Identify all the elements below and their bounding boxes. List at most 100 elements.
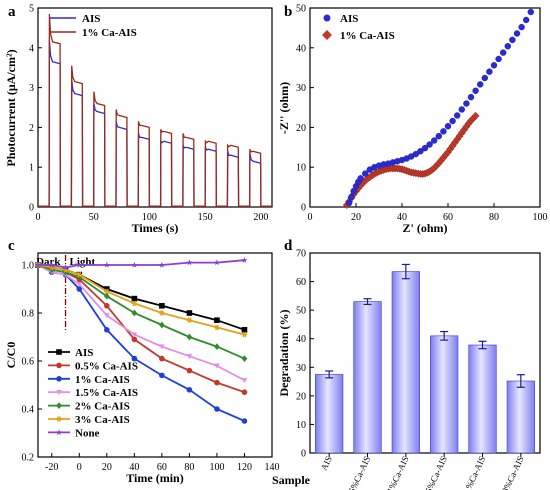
marker-star [34,261,42,268]
panel-a-frame [37,7,273,208]
marker-asterisk-stroke [132,300,137,307]
marker-triangle [104,313,110,319]
marker-diamond [241,355,248,362]
x-tick-label: 40 [397,212,407,223]
marker-star [131,261,138,268]
marker-circle [76,286,83,292]
category-label: 1.5%Ca-AIS [420,455,449,490]
panel-d-ylabel: Degradation (%) [277,310,291,397]
point-ais [486,68,493,75]
x-tick-label: 100 [533,212,548,223]
marker-triangle [159,344,165,350]
marker-square [159,303,165,309]
y-tick-label: 40 [296,43,306,54]
y-tick-label: 70 [296,249,306,260]
point-ais [440,128,447,135]
point-ais [431,137,438,144]
y-tick-label: 0.6 [22,357,35,368]
marker-circle [104,303,110,309]
bar-0 [315,374,344,454]
marker-circle [186,387,193,393]
point-ais [449,117,456,125]
y-tick-label: 60 [296,277,306,288]
point-ais [421,144,429,152]
x-tick-label: 0 [308,212,313,223]
y-tick-label: 0 [29,203,34,214]
series-line-3-ca [37,264,245,336]
marker-circle [159,355,165,362]
point-ais [500,49,507,56]
y-tick-label: 20 [296,123,306,134]
legend-label-ais: AIS [75,347,93,359]
marker-diamond [214,343,220,350]
y-tick-label: 0.4 [22,405,35,416]
panel-d: 0 10 20 30 40 50 60 70 AIS 0.5%Ca-AIS 1%Ca-AIS 1.5… [272,249,541,490]
legend-label-ais: AIS [82,13,100,25]
marker-circle [241,389,248,396]
point-ais [513,30,521,37]
marker-diamond [186,333,193,341]
panel-a: 0 50 100 150 200 0 1 2 3 4 5 Times (s) Photocurren… [4,4,273,235]
x-tick-label: 60 [443,212,453,223]
panel-label-d: d [284,238,293,254]
point-ais [412,150,419,158]
legend-marker-ca1 [322,30,332,40]
y-tick-label: 50 [296,4,306,15]
point-ais [490,62,498,69]
marker-triangle [56,389,62,395]
point-ais [345,199,353,207]
series-line-0-5-ca [37,264,245,394]
point-ais [481,74,488,82]
panel-a-legend: AIS 1% Ca-AIS [50,13,137,39]
category-label: 3%Ca-AIS [500,455,526,490]
legend-marker-ais [323,14,331,22]
marker-circle [159,372,165,379]
y-tick-label: 0.2 [22,453,35,464]
marker-square [186,310,193,316]
y-tick-label: 40 [296,334,306,345]
point-ais [417,148,424,155]
bar-1 [353,301,382,454]
point-ais [472,87,479,94]
marker-triangle [76,281,83,287]
marker-star [62,264,69,271]
y-tick-label: 30 [296,83,306,94]
marker-triangle [131,332,138,338]
marker-star [213,259,221,266]
x-tick-label: 100 [142,212,157,223]
series-line-2-ca [37,264,245,360]
marker-star [241,256,248,263]
panel-d-xlabel: Sample [272,473,311,487]
point-ais [509,36,516,44]
panel-a-ylabel: Photocurrent (μA/cm²) [4,49,18,166]
legend-label-ais: AIS [340,13,358,25]
point-ais [477,81,484,88]
marker-circle [56,376,62,382]
y-tick-label: 10 [296,163,306,174]
x-tick-label: 80 [184,462,194,473]
legend-label-3-ca: 3% Ca-AIS [75,414,130,426]
x-tick-label: -20 [45,462,58,473]
y-tick-label: 3 [29,83,34,94]
y-tick-label: 5 [29,4,34,15]
point-ais [527,8,534,16]
x-tick-label: 120 [237,462,252,473]
marker-asterisk [76,271,83,278]
panel-c-frame [37,252,273,458]
legend-label-1-5-ca: 1.5% Ca-AIS [75,387,138,399]
point-ais [518,23,525,31]
legend-label-2-ca: 2% Ca-AIS [75,401,130,413]
marker-circle [241,418,248,424]
marker-diamond [159,321,165,329]
y-tick-label: 1.0 [22,261,35,272]
marker-square [131,295,138,302]
x-tick-label: 140 [265,462,280,473]
category-label: 0.5%Ca-AIS [344,455,373,490]
marker-circle [214,406,220,412]
marker-square [214,317,220,323]
marker-asterisk [159,310,165,316]
marker-circle [131,336,138,343]
y-tick-label: 4 [29,43,34,54]
bar-3 [430,335,459,454]
